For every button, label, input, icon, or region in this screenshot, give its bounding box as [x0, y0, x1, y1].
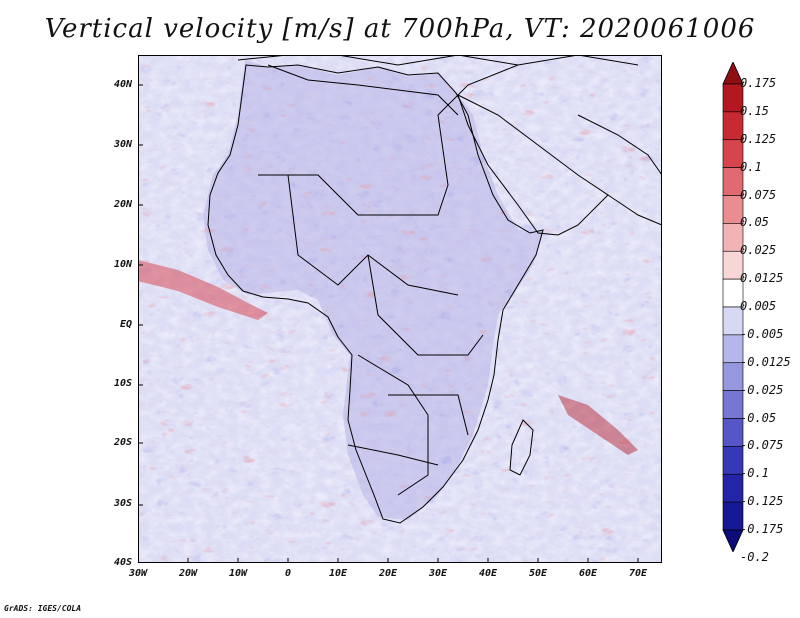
colorbar-label: -0.05	[740, 410, 777, 425]
credit-text: GrADS: IGES/COLA	[4, 604, 82, 613]
border-5	[388, 394, 469, 436]
indian-ocean-front	[558, 395, 638, 455]
vertical-velocity-map	[138, 55, 662, 563]
colorbar-label: 0.0125	[740, 271, 784, 286]
x-tick-label: 60E	[578, 568, 598, 579]
country-borders	[207, 55, 662, 524]
colorbar-label: 0.005	[740, 299, 777, 313]
colorbar-label: -0.005	[740, 326, 784, 341]
colorbar-label: 0.175	[740, 76, 777, 90]
border-2	[287, 174, 459, 296]
x-tick-label: 10E	[328, 568, 348, 579]
x-tick-label: 70E	[628, 568, 648, 579]
colorbar-label: -0.075	[740, 438, 784, 453]
arabia	[457, 94, 609, 236]
mediterranean-coast	[267, 64, 459, 116]
colorbar-label: 0.15	[740, 103, 769, 118]
colorbar-label: 0.125	[740, 131, 777, 146]
colorbar-label: -0.0125	[740, 354, 791, 369]
colorbar-label: -0.2	[740, 549, 769, 564]
y-tick-label: 20S	[113, 437, 132, 448]
tick-marks	[138, 84, 639, 563]
y-tick-label: 40N	[113, 79, 132, 90]
border-1	[258, 114, 449, 216]
colorbar-label: 0.075	[740, 187, 777, 202]
madagascar	[509, 419, 534, 476]
y-tick-label: EQ	[119, 319, 132, 330]
x-tick-label: 20E	[378, 568, 398, 579]
x-tick-label: 50E	[528, 568, 548, 579]
colorbar-label: -0.025	[740, 382, 784, 397]
x-tick-label: 30W	[128, 568, 148, 579]
colorbar	[722, 62, 744, 552]
y-tick-label: 30S	[113, 498, 132, 509]
border-6	[347, 444, 439, 466]
y-tick-label: 40S	[113, 557, 132, 568]
border-4	[357, 354, 429, 496]
itcz-band	[138, 260, 268, 320]
colorbar-label: -0.1	[740, 466, 769, 481]
chart-title: Vertical velocity [m/s] at 700hPa, VT: 2…	[44, 14, 756, 44]
persia	[577, 114, 662, 226]
x-tick-label: 40E	[478, 568, 498, 579]
colorbar-label: 0.05	[740, 215, 769, 230]
colorbar-label: -0.125	[740, 494, 784, 509]
coastline-africa	[207, 64, 544, 524]
x-tick-label: 20W	[178, 568, 198, 579]
y-tick-label: 10S	[113, 378, 132, 389]
texture-downward	[138, 55, 662, 563]
x-tick-label: 0	[284, 568, 292, 579]
y-tick-label: 30N	[113, 139, 132, 150]
colorbar-label: 0.025	[740, 243, 777, 258]
colorbar-label: -0.175	[740, 522, 784, 536]
map-frame	[138, 55, 662, 563]
x-tick-label: 10W	[228, 568, 248, 579]
border-3	[367, 254, 484, 356]
colorbar-bottom-arrow	[722, 529, 744, 552]
y-tick-label: 10N	[113, 259, 132, 270]
colorbar-label: 0.1	[740, 159, 762, 174]
y-tick-label: 20N	[113, 199, 132, 210]
x-tick-label: 30E	[428, 568, 448, 579]
